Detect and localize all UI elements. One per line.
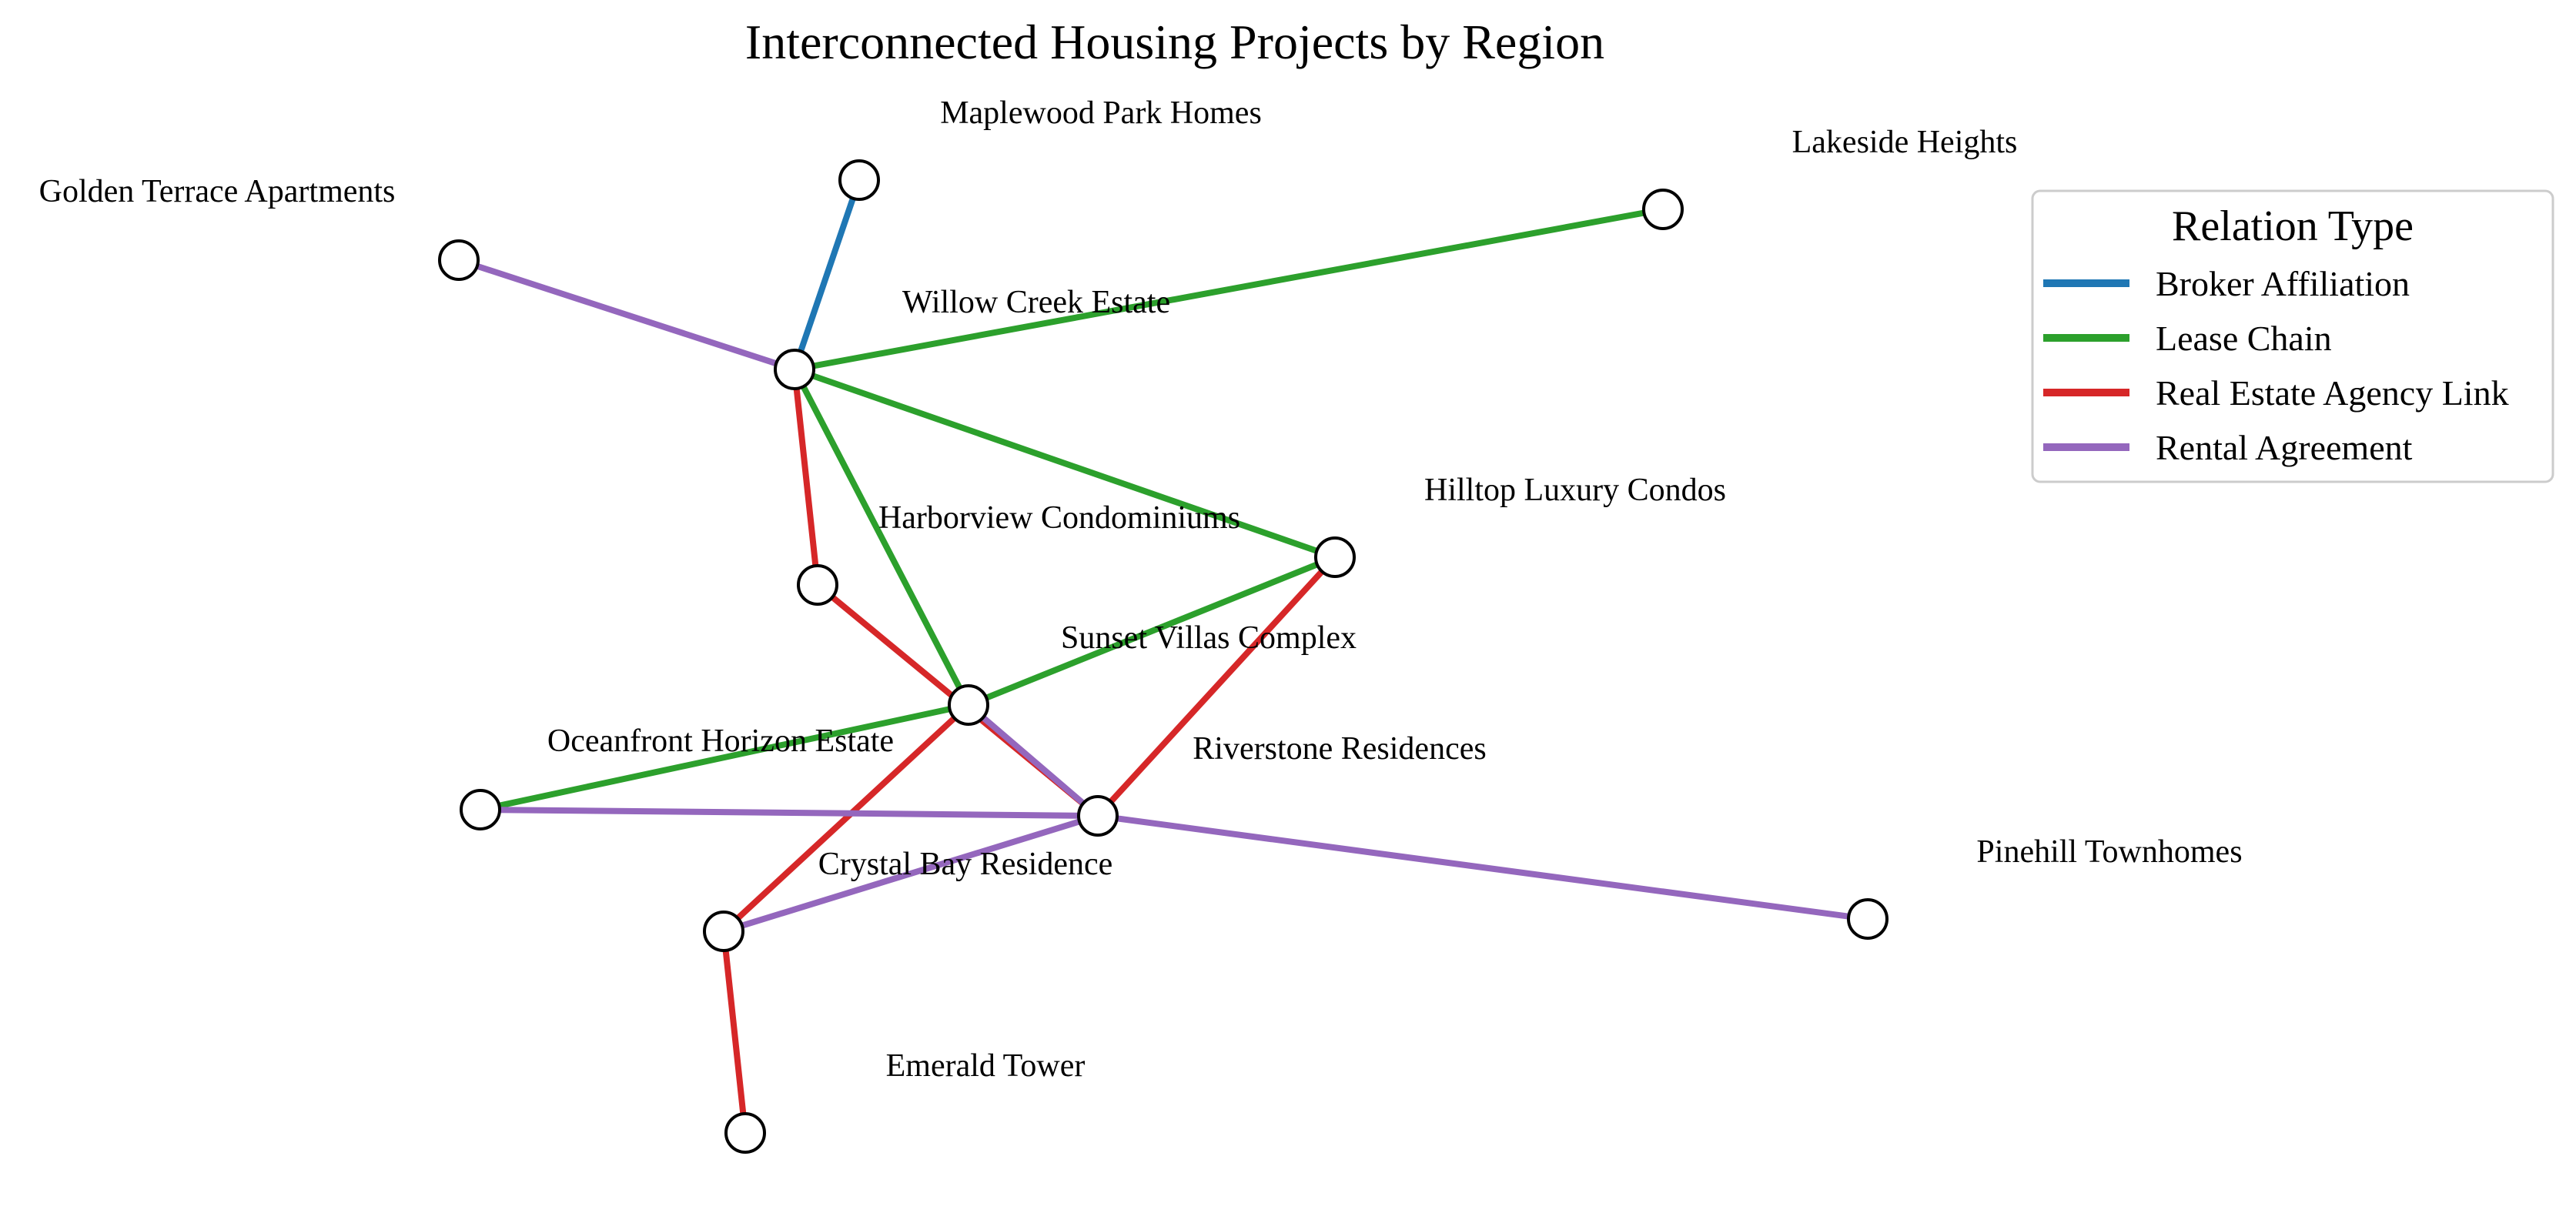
edge-sunset-riverstone xyxy=(966,702,1100,819)
node-label-maplewood: Maplewood Park Homes xyxy=(940,95,1262,131)
edge-willow-lakeside xyxy=(794,206,1664,373)
node-label-hilltop: Hilltop Luxury Condos xyxy=(1424,473,1726,508)
edge-oceanfront-riverstone xyxy=(480,807,1099,819)
node-pinehill[interactable] xyxy=(1847,898,1889,940)
node-willow[interactable] xyxy=(774,349,815,390)
legend-items: Broker Affiliation Lease Chain Real Estate… xyxy=(2043,264,2509,467)
legend-label-broker: Broker Affiliation xyxy=(2156,264,2410,303)
edge-riverstone-crystal xyxy=(722,813,1099,934)
node-label-pinehill: Pinehill Townhomes xyxy=(1976,834,2242,870)
edge-crystal-emerald xyxy=(721,931,748,1134)
legend-title: Relation Type xyxy=(2172,202,2414,250)
edge-golden-willow xyxy=(457,257,796,373)
legend: Relation Type Broker Affiliation Lease Ch… xyxy=(2031,189,2554,483)
edge-willow-sunset xyxy=(791,368,972,707)
label-layer: Maplewood Park Homes Lakeside Heights Gold… xyxy=(39,95,2243,1084)
node-label-oceanfront: Oceanfront Horizon Estate xyxy=(547,723,894,759)
edge-hilltop-sunset xyxy=(967,554,1337,708)
node-label-sunset: Sunset Villas Complex xyxy=(1061,620,1357,656)
node-lakeside[interactable] xyxy=(1642,189,1684,230)
edge-willow-hilltop xyxy=(793,366,1337,560)
edge-riverstone-pinehill xyxy=(1097,813,1868,922)
node-maplewood[interactable] xyxy=(838,159,880,201)
edge-sunset-oceanfront xyxy=(480,702,969,813)
node-crystal[interactable] xyxy=(703,911,744,952)
node-label-crystal: Crystal Bay Residence xyxy=(818,847,1113,882)
node-hilltop[interactable] xyxy=(1314,536,1356,578)
legend-label-agency: Real Estate Agency Link xyxy=(2156,373,2509,413)
edge-willow-maplewood xyxy=(791,179,862,371)
node-label-golden: Golden Terrace Apartments xyxy=(39,174,396,209)
node-emerald[interactable] xyxy=(724,1112,766,1154)
node-layer xyxy=(438,159,1889,1154)
diagram-title: Interconnected Housing Projects by Regio… xyxy=(745,15,1604,69)
node-label-emerald: Emerald Tower xyxy=(886,1048,1086,1084)
edge-hilltop-riverstone xyxy=(1096,555,1337,818)
node-label-harborview: Harborview Condominiums xyxy=(878,500,1240,536)
node-riverstone[interactable] xyxy=(1077,795,1119,837)
edge-layer xyxy=(457,179,1868,1134)
node-label-lakeside: Lakeside Heights xyxy=(1792,125,2018,160)
node-harborview[interactable] xyxy=(797,564,838,606)
edge-sunset-crystal xyxy=(721,703,971,934)
node-oceanfront[interactable] xyxy=(460,789,501,830)
node-label-willow: Willow Creek Estate xyxy=(902,285,1170,320)
node-label-riverstone: Riverstone Residences xyxy=(1193,731,1486,767)
node-sunset[interactable] xyxy=(948,684,989,726)
legend-label-rental: Rental Agreement xyxy=(2156,428,2413,467)
legend-label-lease: Lease Chain xyxy=(2156,319,2332,358)
node-golden[interactable] xyxy=(438,239,480,281)
edge-willow-harborview xyxy=(791,369,821,586)
legend-frame xyxy=(2031,189,2554,483)
